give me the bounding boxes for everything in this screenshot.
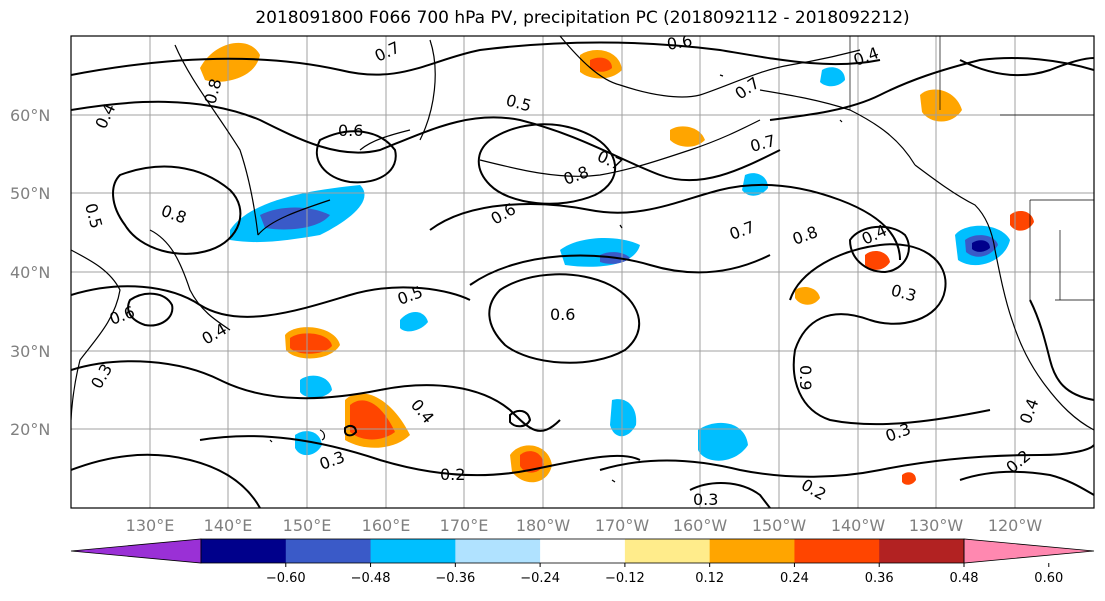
colorbar-segment	[709, 539, 795, 563]
lon-tick-label: 140°W	[831, 516, 886, 535]
pv-contours	[71, 41, 1094, 508]
lon-tick-label: 170°E	[440, 516, 489, 535]
map-frame	[70, 35, 1095, 509]
colorbar-segment	[879, 539, 965, 563]
contour-label: 0.3	[693, 490, 718, 509]
contour-label: 0.6	[665, 31, 693, 54]
colorbar-tick-label: 0.24	[780, 571, 809, 586]
contour-label: 0.2	[440, 465, 465, 484]
contour-label: 0.9	[796, 365, 815, 390]
colorbar-tick-label: −0.24	[520, 571, 560, 586]
lon-tick-label: 150°E	[283, 516, 332, 535]
precip-shading	[200, 42, 1034, 485]
lon-tick-label: 160°E	[362, 516, 411, 535]
lon-tick-label: 140°E	[204, 516, 253, 535]
lon-tick-label: 130°E	[126, 516, 175, 535]
colorbar-tick-label: −0.12	[605, 571, 645, 586]
lat-tick-label: 50°N	[10, 184, 50, 203]
colorbar-segment	[794, 539, 880, 563]
lon-tick-label: 120°W	[988, 516, 1043, 535]
colorbar-segment	[540, 539, 626, 563]
coastlines	[71, 36, 1094, 483]
colorbar-segment	[624, 539, 711, 563]
colorbar-segment	[201, 539, 287, 563]
colorbar-segment	[455, 539, 541, 563]
colorbar-tick-label: −0.60	[266, 571, 306, 586]
contour-label: 0.6	[550, 305, 575, 324]
colorbar: −0.60 −0.48 −0.36 −0.24 −0.12 0.12 0.24 0.36 0.4…	[70, 538, 1095, 586]
lon-tick-label: 130°W	[909, 516, 964, 535]
contour-label: 0.6	[338, 121, 363, 140]
colorbar-tick-label: 0.48	[950, 571, 979, 586]
colorbar-segment	[285, 539, 372, 563]
lat-tick-label: 40°N	[10, 263, 50, 282]
colorbar-extension-low	[70, 538, 202, 564]
lon-tick-label: 180°W	[516, 516, 571, 535]
colorbar-tick-label: −0.48	[351, 571, 391, 586]
colorbar-tick-label: 0.12	[695, 571, 724, 586]
colorbar-outline	[200, 538, 965, 564]
colorbar-tick-label: 0.60	[1034, 571, 1063, 586]
lon-axis: 130°E 140°E 150°E 160°E 170°E 180°W 170°…	[126, 516, 1043, 535]
lat-axis: 60°N 50°N 40°N 30°N 20°N	[10, 106, 50, 439]
colorbar-tick-label: −0.36	[435, 571, 475, 586]
lon-tick-label: 150°W	[752, 516, 807, 535]
lat-tick-label: 30°N	[10, 342, 50, 361]
colorbar-extension-high	[963, 538, 1095, 564]
colorbar-segment	[370, 539, 456, 563]
lat-tick-label: 20°N	[10, 420, 50, 439]
lon-tick-label: 170°W	[595, 516, 650, 535]
lon-tick-label: 160°W	[673, 516, 728, 535]
lat-tick-label: 60°N	[10, 106, 50, 125]
map-title: 2018091800 F066 700 hPa PV, precipitatio…	[255, 8, 910, 28]
colorbar-tick-label: 0.36	[865, 571, 894, 586]
